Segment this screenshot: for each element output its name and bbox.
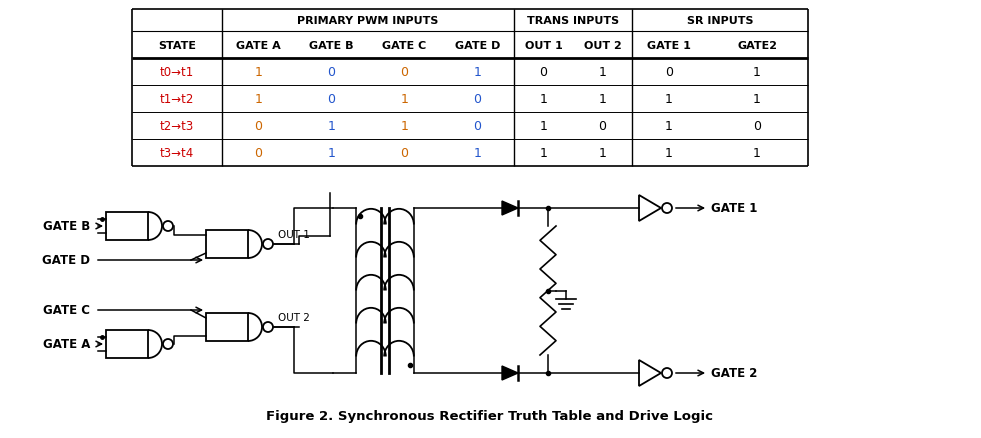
Text: 1: 1	[598, 66, 606, 79]
Text: 0: 0	[254, 120, 263, 133]
Text: 1: 1	[753, 66, 761, 79]
Text: 1: 1	[328, 147, 336, 159]
Text: 0: 0	[753, 120, 761, 133]
Text: t3→t4: t3→t4	[160, 147, 194, 159]
Text: 0: 0	[328, 93, 336, 106]
Text: TRANS INPUTS: TRANS INPUTS	[527, 16, 619, 26]
Text: 1: 1	[598, 93, 606, 106]
Text: 1: 1	[665, 147, 673, 159]
Text: GATE C: GATE C	[383, 40, 427, 50]
Text: 1: 1	[753, 147, 761, 159]
Text: t0→t1: t0→t1	[160, 66, 194, 79]
Text: 0: 0	[400, 147, 408, 159]
Text: 1: 1	[665, 93, 673, 106]
Text: 1: 1	[598, 147, 606, 159]
Text: OUT 2: OUT 2	[278, 312, 310, 322]
Text: 0: 0	[540, 66, 547, 79]
Text: GATE B: GATE B	[309, 40, 354, 50]
Text: GATE 1: GATE 1	[647, 40, 691, 50]
Text: 1: 1	[474, 147, 482, 159]
Text: 0: 0	[328, 66, 336, 79]
Polygon shape	[502, 366, 518, 380]
Text: 0: 0	[474, 120, 482, 133]
Text: 0: 0	[598, 120, 606, 133]
Text: GATE A: GATE A	[42, 338, 90, 351]
Text: OUT 1: OUT 1	[525, 40, 562, 50]
Text: 1: 1	[665, 120, 673, 133]
Polygon shape	[502, 201, 518, 215]
Text: PRIMARY PWM INPUTS: PRIMARY PWM INPUTS	[297, 16, 439, 26]
Text: t1→t2: t1→t2	[160, 93, 194, 106]
Text: GATE D: GATE D	[455, 40, 500, 50]
Text: GATE D: GATE D	[42, 254, 90, 267]
Text: 0: 0	[665, 66, 673, 79]
Text: SR INPUTS: SR INPUTS	[687, 16, 753, 26]
Text: GATE 2: GATE 2	[711, 367, 757, 380]
Text: t2→t3: t2→t3	[160, 120, 194, 133]
Text: 1: 1	[328, 120, 336, 133]
Text: GATE2: GATE2	[737, 40, 777, 50]
Text: 1: 1	[540, 147, 547, 159]
Text: 1: 1	[400, 93, 408, 106]
Text: STATE: STATE	[158, 40, 196, 50]
Text: 0: 0	[254, 147, 263, 159]
Text: GATE A: GATE A	[236, 40, 281, 50]
Text: 1: 1	[474, 66, 482, 79]
Text: 1: 1	[753, 93, 761, 106]
Text: GATE 1: GATE 1	[711, 202, 757, 215]
Text: 1: 1	[540, 120, 547, 133]
Text: OUT 1: OUT 1	[278, 230, 310, 240]
Text: 1: 1	[540, 93, 547, 106]
Text: OUT 2: OUT 2	[584, 40, 621, 50]
Text: Figure 2. Synchronous Rectifier Truth Table and Drive Logic: Figure 2. Synchronous Rectifier Truth Ta…	[267, 410, 713, 423]
Text: 1: 1	[400, 120, 408, 133]
Text: 1: 1	[254, 66, 263, 79]
Text: GATE B: GATE B	[43, 220, 90, 233]
Text: 1: 1	[254, 93, 263, 106]
Text: 0: 0	[400, 66, 408, 79]
Text: GATE C: GATE C	[43, 304, 90, 317]
Text: 0: 0	[474, 93, 482, 106]
